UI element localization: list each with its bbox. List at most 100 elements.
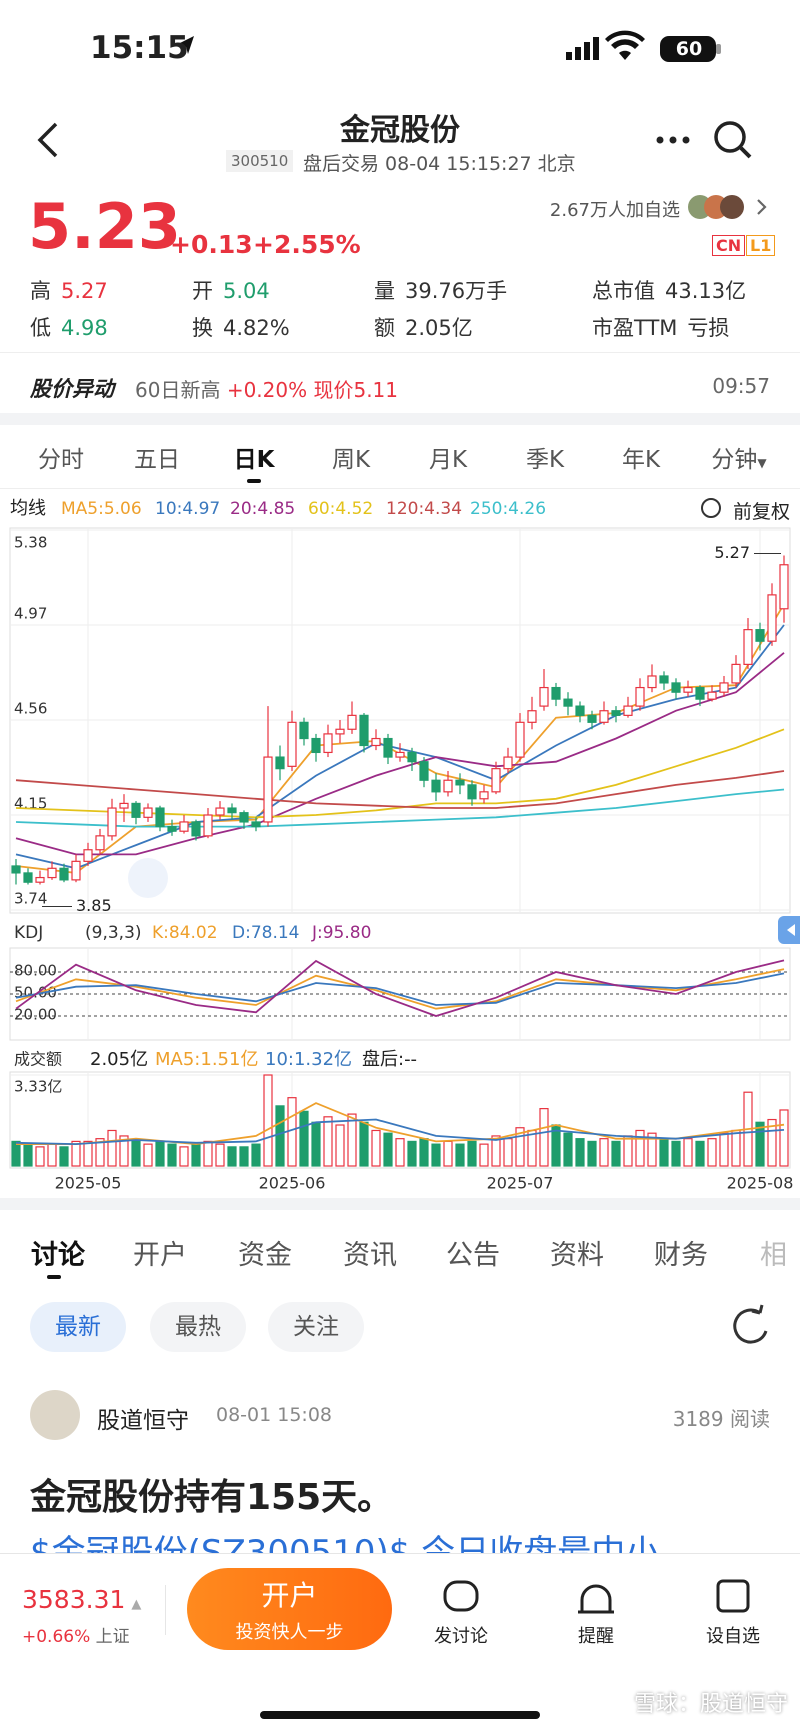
- post-body[interactable]: $金冠股份(SZ300510)$ 今日收盘最中小: [30, 1533, 660, 1553]
- adjust-icon[interactable]: [701, 498, 721, 518]
- volume-bar: [647, 1132, 657, 1167]
- content-tab[interactable]: 公告: [446, 1240, 500, 1271]
- candle-body: [479, 791, 489, 800]
- battery-tip: [716, 44, 721, 54]
- zoom-icon[interactable]: [128, 858, 168, 898]
- candle-body: [395, 751, 405, 758]
- open-account-button[interactable]: [187, 1568, 392, 1650]
- candle-body: [671, 682, 681, 693]
- volume-bar: [323, 1116, 333, 1167]
- content-tab[interactable]: 资金: [238, 1240, 292, 1271]
- refresh-icon[interactable]: [733, 1304, 768, 1344]
- signal: [584, 42, 590, 60]
- signal: [566, 52, 572, 60]
- candle-body: [767, 594, 777, 642]
- content-tab[interactable]: 资讯: [343, 1240, 397, 1271]
- battery: [660, 36, 716, 62]
- y-tick-label: 20.00: [14, 1006, 57, 1024]
- change-pct: +2.55%: [253, 230, 361, 259]
- action[interactable]: 提醒: [578, 1626, 614, 1647]
- post-time: 08-01 15:08: [216, 1404, 333, 1426]
- chart-tab-active[interactable]: 日K: [233, 447, 275, 473]
- chevron[interactable]: [757, 199, 767, 215]
- badge: L1: [746, 235, 776, 256]
- dropdown-arrow: ▼: [757, 456, 767, 470]
- candle-body: [491, 768, 501, 793]
- chart-tab[interactable]: 月K: [428, 447, 468, 473]
- candle-body: [95, 835, 105, 851]
- filter[interactable]: 关注: [268, 1302, 364, 1352]
- alert-icon[interactable]: [578, 1584, 614, 1614]
- content-tab[interactable]: 相: [760, 1240, 787, 1271]
- stat: 开 5.04: [192, 275, 270, 305]
- content-tab[interactable]: 开户: [133, 1240, 187, 1271]
- alert-text[interactable]: 60日新高 +0.20% 现价5.11: [135, 374, 398, 403]
- content-tab[interactable]: 资料: [550, 1240, 604, 1271]
- volume-bar: [371, 1129, 381, 1167]
- index-value[interactable]: 3583.31 ▲: [22, 1585, 141, 1614]
- chart-tab[interactable]: 季K: [525, 447, 565, 473]
- back-icon[interactable]: [37, 122, 58, 158]
- adjust[interactable]: 前复权: [733, 501, 791, 523]
- content-tab-active[interactable]: 讨论: [31, 1240, 85, 1271]
- filter-active[interactable]: 最新: [30, 1302, 126, 1352]
- stat-value: 5.27: [61, 279, 108, 303]
- volume-bar: [359, 1121, 369, 1167]
- volume-bar: [35, 1146, 45, 1167]
- y-tick-label: 3.33亿: [14, 1078, 62, 1096]
- x-tick-label: 2025-05: [55, 1174, 122, 1193]
- volume-bar: [227, 1146, 237, 1167]
- stat-label: 换: [192, 316, 213, 340]
- candle-body: [551, 686, 561, 700]
- action[interactable]: 设自选: [706, 1626, 760, 1647]
- author[interactable]: 股道恒守: [97, 1408, 189, 1434]
- followers[interactable]: 2.67万人加自选: [549, 200, 680, 221]
- chart-tab[interactable]: 年K: [621, 447, 661, 473]
- volume-frame: [9, 1071, 791, 1169]
- more-icon[interactable]: [656, 136, 664, 144]
- candle-body: [743, 629, 753, 665]
- legend-item: 250:4.26: [470, 499, 546, 519]
- chart-tab[interactable]: 周K: [331, 447, 371, 473]
- filter[interactable]: 最热: [150, 1302, 246, 1352]
- index-value-text: 3583.31: [22, 1585, 126, 1614]
- alert-change: +0.20%: [226, 378, 308, 402]
- candle-body: [455, 779, 465, 786]
- chart-tab[interactable]: 五日: [134, 447, 180, 473]
- stat-value: 43.13亿: [665, 279, 747, 303]
- candle-body: [587, 714, 597, 723]
- chart-tab-label: 分钟: [711, 447, 758, 473]
- watermark: 雪球：股道恒守: [633, 1692, 788, 1717]
- candle-body: [407, 751, 417, 763]
- battery-level: 60: [675, 38, 703, 60]
- volume-bar: [239, 1146, 249, 1167]
- candle-body: [443, 779, 453, 793]
- search-icon[interactable]: [714, 121, 746, 153]
- volume-bar: [599, 1138, 609, 1167]
- volume-bar: [311, 1121, 321, 1167]
- post-title[interactable]: 金冠股份持有155天。: [30, 1477, 394, 1518]
- panel-title: KDJ: [14, 923, 43, 943]
- legend-item: MA5:1.51亿: [155, 1049, 258, 1070]
- volume-bar: [119, 1135, 129, 1167]
- volume-bar: [563, 1132, 573, 1167]
- volume-bar: [443, 1140, 453, 1167]
- author-avatar[interactable]: [30, 1390, 80, 1440]
- volume-bar: [779, 1109, 789, 1167]
- candle-body: [527, 710, 537, 723]
- home-indicator: [260, 1711, 540, 1719]
- action[interactable]: 发讨论: [434, 1626, 488, 1647]
- volume-bar: [347, 1113, 357, 1167]
- volume-bar: [131, 1140, 141, 1167]
- candle-body: [635, 686, 645, 707]
- signal: [593, 37, 599, 60]
- volume-bar: [755, 1121, 765, 1167]
- chart-tab[interactable]: 分钟▼: [711, 440, 766, 474]
- content-tab[interactable]: 财务: [654, 1240, 708, 1271]
- chart-tab[interactable]: 分时: [38, 447, 84, 473]
- discuss-icon[interactable]: [443, 1580, 479, 1612]
- watch-icon[interactable]: [716, 1579, 750, 1613]
- after-hours: 盘后:--: [362, 1049, 417, 1070]
- candle-body: [215, 807, 225, 816]
- candle-body: [383, 737, 393, 758]
